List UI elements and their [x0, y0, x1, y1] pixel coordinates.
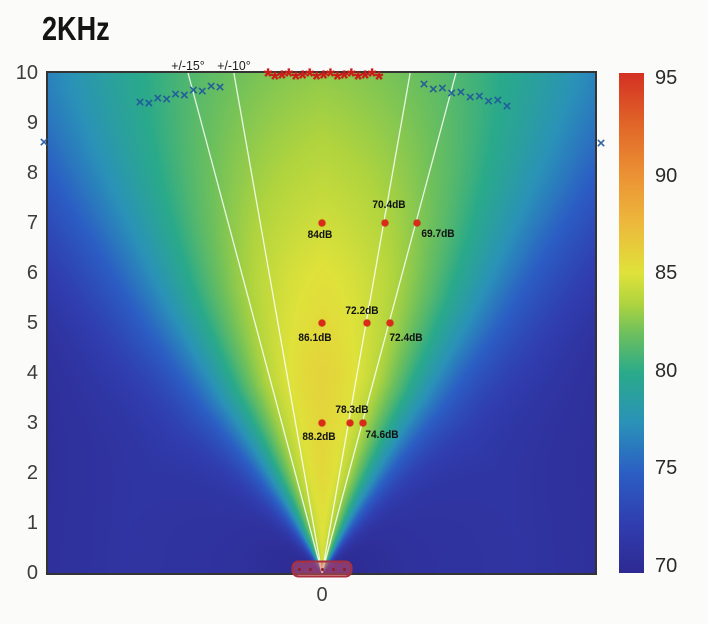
y-tick-label: 1	[26, 512, 38, 534]
y-tick-label: 8	[26, 162, 38, 184]
measurement-dot	[413, 219, 421, 227]
source-inner-dot	[297, 567, 301, 571]
marker-layer: * * * * * * * * * * * * * * * * * × × × × × × × × × × × × × × × × × × × × × × 8…	[40, 66, 605, 578]
y-tick-label: 3	[26, 412, 38, 434]
y-tick-label: 5	[26, 312, 38, 334]
y-tick-label: 6	[26, 262, 38, 284]
y-tick-label: 4	[26, 362, 38, 384]
measurement-dot	[386, 319, 394, 327]
beam-line-10deg	[233, 72, 323, 574]
y-tick-label: 7	[26, 212, 38, 234]
figure-title: 2KHz	[42, 10, 110, 47]
measurement-label: 72.2dB	[345, 305, 379, 317]
source-inner-dot	[331, 567, 335, 571]
source-inner-dot	[320, 567, 324, 571]
measurement-dot	[359, 419, 367, 427]
measurement-dot	[318, 219, 326, 227]
source-inner-dot	[343, 567, 347, 571]
measurement-label: 84dB	[307, 229, 333, 241]
measurement-label: 86.1dB	[298, 332, 332, 344]
colorbar-tick-label: 75	[655, 457, 678, 479]
measurement-label: 88.2dB	[302, 431, 336, 443]
colorbar-tick-label: 70	[655, 554, 678, 577]
x-tick-label: 0	[316, 584, 328, 606]
y-tick-label: 0	[26, 562, 38, 584]
source-inner-dot	[309, 567, 313, 571]
measurement-dot	[346, 419, 354, 427]
colorbar-tick-label: 95	[655, 67, 678, 89]
measurement-label: 72.4dB	[389, 332, 423, 344]
y-tick-label: 2	[26, 462, 38, 484]
angle-label-15: +/-15°	[171, 58, 205, 73]
colorbar-tick-label: 80	[655, 359, 678, 382]
heatmap-plot: * * * * * * * * * * * * * * * * * × × × × × × × × × × × × × × × × × × × × × × 8…	[40, 66, 605, 578]
measurement-label: 74.6dB	[365, 429, 399, 441]
colorbar-tick-label: 90	[655, 164, 678, 187]
measurement-dot	[318, 419, 326, 427]
y-tick-label: 9	[26, 112, 38, 134]
measurement-dot	[318, 319, 326, 327]
beam-line-15deg	[187, 72, 323, 574]
colorbar	[619, 73, 644, 573]
y-tick-label: 10	[15, 62, 38, 84]
measurement-label: 70.4dB	[372, 199, 406, 211]
measurement-label: 78.3dB	[335, 404, 369, 416]
source-transducer-marker	[291, 560, 353, 578]
measurement-label: 69.7dB	[421, 228, 455, 240]
colorbar-tick-label: 85	[655, 262, 678, 284]
angle-label-10: +/-10°	[217, 58, 251, 73]
measurement-dot	[381, 219, 389, 227]
measurement-dot	[363, 319, 371, 327]
